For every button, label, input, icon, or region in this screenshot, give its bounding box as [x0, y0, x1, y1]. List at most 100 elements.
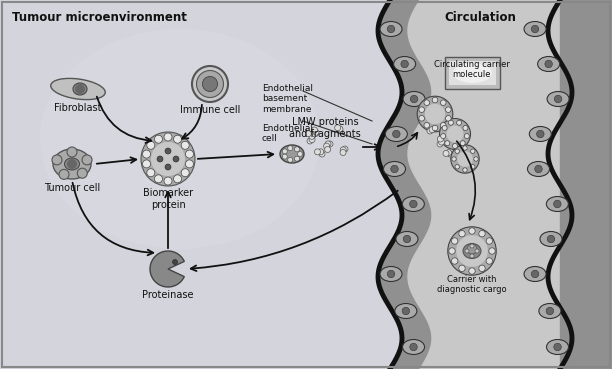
Text: Tumour cell: Tumour cell: [44, 183, 100, 193]
Circle shape: [337, 128, 343, 134]
Circle shape: [143, 150, 151, 158]
Circle shape: [325, 141, 331, 147]
Text: Fibroblast: Fibroblast: [54, 103, 102, 113]
Circle shape: [456, 235, 488, 267]
Circle shape: [342, 146, 348, 152]
Circle shape: [446, 150, 452, 156]
Circle shape: [554, 343, 561, 351]
Circle shape: [319, 151, 325, 157]
Circle shape: [455, 149, 460, 154]
Polygon shape: [408, 0, 560, 369]
Circle shape: [387, 25, 395, 33]
Ellipse shape: [40, 29, 320, 249]
Circle shape: [181, 141, 189, 149]
Circle shape: [282, 154, 287, 159]
Circle shape: [486, 258, 493, 264]
Circle shape: [297, 152, 302, 156]
Circle shape: [67, 147, 77, 157]
Circle shape: [282, 149, 287, 154]
Ellipse shape: [540, 231, 562, 246]
Circle shape: [445, 141, 450, 146]
Circle shape: [203, 76, 217, 92]
Circle shape: [315, 149, 321, 155]
Circle shape: [465, 134, 469, 139]
Ellipse shape: [539, 303, 561, 318]
Circle shape: [154, 135, 162, 143]
Circle shape: [463, 146, 467, 150]
Circle shape: [546, 307, 554, 315]
Circle shape: [465, 249, 469, 253]
Polygon shape: [560, 0, 612, 369]
Circle shape: [409, 200, 417, 208]
Text: Endothelial
cell: Endothelial cell: [262, 124, 313, 144]
Circle shape: [307, 138, 313, 144]
Circle shape: [151, 142, 185, 176]
Circle shape: [531, 270, 539, 278]
Circle shape: [141, 132, 195, 186]
Circle shape: [427, 128, 433, 134]
Circle shape: [438, 136, 443, 142]
Circle shape: [471, 149, 475, 154]
Ellipse shape: [394, 56, 416, 72]
Ellipse shape: [396, 231, 418, 246]
Circle shape: [67, 159, 77, 169]
Ellipse shape: [524, 266, 546, 282]
Circle shape: [181, 169, 189, 177]
Circle shape: [474, 157, 478, 161]
Circle shape: [439, 118, 471, 149]
Circle shape: [432, 125, 438, 131]
Circle shape: [467, 244, 477, 254]
Ellipse shape: [547, 197, 569, 211]
Circle shape: [174, 135, 182, 143]
Circle shape: [143, 160, 151, 168]
Circle shape: [457, 151, 473, 167]
Ellipse shape: [395, 303, 417, 318]
Ellipse shape: [528, 162, 550, 176]
Circle shape: [288, 146, 293, 151]
Ellipse shape: [547, 92, 569, 107]
Circle shape: [437, 141, 443, 147]
Circle shape: [165, 164, 171, 170]
Circle shape: [401, 60, 408, 68]
Circle shape: [547, 235, 554, 243]
Circle shape: [451, 145, 479, 173]
Circle shape: [164, 133, 172, 141]
Circle shape: [429, 127, 435, 132]
Ellipse shape: [453, 63, 492, 83]
Circle shape: [535, 165, 542, 173]
Circle shape: [463, 125, 468, 131]
Ellipse shape: [386, 127, 408, 141]
Ellipse shape: [380, 266, 402, 282]
Circle shape: [447, 125, 463, 142]
Text: Circulation: Circulation: [444, 11, 516, 24]
Circle shape: [294, 156, 299, 161]
Circle shape: [459, 265, 465, 272]
Text: Biomarker
protein: Biomarker protein: [143, 188, 193, 210]
Circle shape: [309, 133, 315, 139]
Ellipse shape: [537, 56, 559, 72]
Circle shape: [448, 227, 496, 275]
Circle shape: [446, 107, 451, 113]
Circle shape: [469, 268, 475, 274]
Circle shape: [403, 235, 411, 243]
Circle shape: [452, 238, 458, 244]
Circle shape: [147, 169, 155, 177]
Circle shape: [417, 96, 453, 132]
Circle shape: [446, 115, 451, 121]
Circle shape: [486, 238, 493, 244]
Circle shape: [463, 168, 467, 172]
Circle shape: [432, 97, 438, 103]
Circle shape: [75, 84, 85, 94]
Ellipse shape: [73, 83, 87, 95]
Circle shape: [545, 60, 553, 68]
Circle shape: [419, 107, 425, 113]
Circle shape: [455, 165, 460, 169]
Circle shape: [457, 120, 461, 125]
Circle shape: [452, 258, 458, 264]
Circle shape: [419, 115, 425, 121]
Circle shape: [327, 141, 333, 147]
Ellipse shape: [53, 149, 91, 179]
Circle shape: [165, 148, 171, 154]
Ellipse shape: [403, 339, 425, 355]
Ellipse shape: [402, 197, 424, 211]
